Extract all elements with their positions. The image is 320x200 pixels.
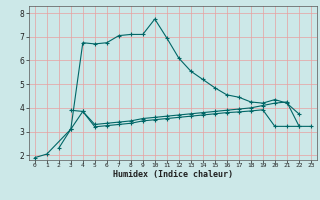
X-axis label: Humidex (Indice chaleur): Humidex (Indice chaleur) <box>113 170 233 179</box>
